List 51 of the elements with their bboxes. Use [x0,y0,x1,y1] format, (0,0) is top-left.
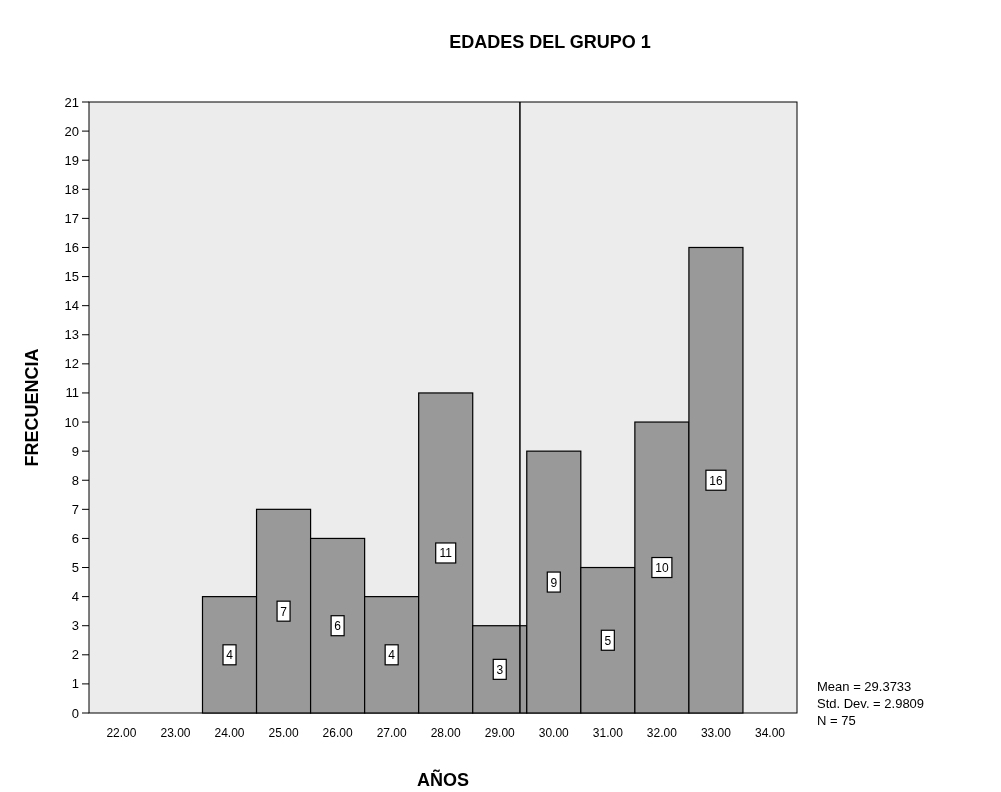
x-tick-label: 29.00 [484,726,516,740]
y-tick-label: 21 [64,94,79,110]
data-label: 16 [709,473,723,488]
y-tick-label: 13 [64,327,79,343]
x-tick-label: 23.00 [160,726,191,740]
data-label: 3 [496,662,504,677]
x-axis-title: AÑOS [416,769,470,790]
y-tick-label: 0 [71,705,79,721]
text: Mean = 29.3733 [817,679,912,694]
data-label: 4 [388,648,396,663]
x-tick-label: 22.00 [106,726,137,740]
y-tick-label: 17 [64,210,79,226]
y-tick-label: 20 [64,123,79,139]
y-tick-label: 5 [71,560,79,576]
data-label: 6 [334,619,342,634]
y-tick-label: 16 [64,239,79,255]
data-label: 7 [280,604,288,619]
y-tick-label: 15 [64,269,79,285]
x-tick-label: 25.00 [268,726,299,740]
y-tick-label: 11 [65,385,79,401]
y-tick-label: 12 [64,356,79,372]
x-tick-label: 31.00 [592,726,624,740]
y-tick-label: 6 [71,530,79,546]
data-label: 4 [226,648,234,663]
y-tick-label: 9 [71,443,79,459]
y-tick-label: 18 [64,181,79,197]
y-tick-label: 10 [64,414,79,430]
x-tick-label: 33.00 [700,726,732,740]
text: N = 75 [817,713,856,728]
data-label: 5 [604,633,612,648]
y-tick-label: 1 [71,676,79,692]
data-label: 11 [439,546,453,561]
x-tick-label: 24.00 [214,726,245,740]
y-axis-title: FRECUENCIA [22,348,42,467]
y-tick-label: 8 [71,472,79,488]
data-label: 9 [550,575,558,590]
data-label: 10 [655,561,669,576]
y-tick-label: 3 [71,618,79,634]
x-tick-label: 34.00 [754,726,786,740]
y-tick-label: 4 [71,589,79,605]
x-tick-label: 28.00 [430,726,462,740]
y-tick-label: 19 [64,152,79,168]
chart-title: EDADES DEL GRUPO 1 [449,32,651,52]
x-tick-label: 26.00 [322,726,353,740]
x-tick-label: 27.00 [376,726,407,740]
text: Std. Dev. = 2.9809 [817,696,925,711]
y-tick-label: 14 [64,298,79,314]
x-tick-label: 30.00 [538,726,570,740]
y-tick-label: 2 [71,647,79,663]
y-tick-label: 7 [71,501,79,517]
x-tick-label: 32.00 [646,726,678,740]
